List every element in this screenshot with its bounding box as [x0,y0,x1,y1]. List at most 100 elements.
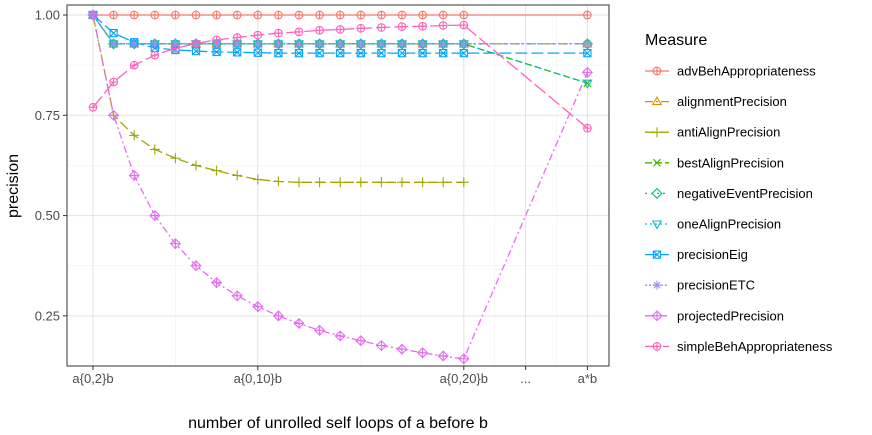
data-point [232,10,242,20]
plot-panel [66,4,610,367]
data-point [150,50,160,60]
data-point [418,10,427,20]
data-point [171,10,180,20]
data-point [459,20,469,30]
data-point [109,77,118,87]
data-point [315,39,325,49]
legend-label: advBehAppropriateness [677,64,816,79]
data-point [191,160,201,171]
legend: Measure advBehAppropriateness alignmentPr… [645,32,833,354]
data-point [109,28,118,38]
data-point [88,102,98,112]
legend-label: precisionEig [677,247,748,262]
data-point [212,10,221,20]
data-point [438,39,448,49]
data-point [314,177,325,188]
series-advBehAppropriateness [88,10,592,20]
y-tick-label: 0.50 [35,208,60,223]
legend-key-marker [652,250,662,259]
legend-item: simpleBehAppropriateness [645,339,833,354]
data-point [170,153,181,164]
data-point [376,39,386,49]
legend-label: simpleBehAppropriateness [677,339,833,354]
data-point [583,79,592,88]
data-point [190,260,202,272]
series-precisionETC [88,10,592,49]
data-point [418,48,427,58]
data-point [315,25,324,35]
data-point [334,330,346,342]
data-point [356,39,366,49]
data-point [437,350,449,362]
data-point [232,170,243,181]
series-simpleBehAppropriateness [88,20,592,133]
legend-item: antiAlignPrecision [645,125,780,140]
series-line [92,14,588,360]
data-point [109,39,119,49]
legend-item: precisionEig [645,247,748,262]
data-point [583,123,592,133]
data-point [459,10,469,20]
legend-key-marker [651,187,663,199]
data-point [355,177,366,188]
data-point [356,48,365,58]
data-point [418,39,428,49]
legend-label: negativeEventPrecision [677,186,813,201]
series-layer [87,9,593,365]
data-point [108,109,120,121]
legend-key-marker [652,342,662,351]
data-point [375,339,387,352]
data-point [253,39,263,49]
data-point [129,130,140,141]
y-tick-label: 0.25 [35,308,60,323]
data-point [252,301,264,313]
data-point [128,169,140,182]
data-point [129,60,139,70]
data-point [583,10,592,20]
data-point [294,10,304,20]
data-point [438,10,448,20]
data-point [129,39,139,49]
data-point [355,335,367,347]
x-tick-label: a{0,2}b [72,371,113,386]
legend-item: bestAlignPrecision [645,155,784,170]
x-axis-title: number of unrolled self loops of a befor… [188,415,488,432]
data-point [377,10,386,20]
data-point [397,48,407,58]
data-point [417,347,429,359]
data-point [253,30,263,40]
data-point [169,238,181,250]
data-point [397,39,407,49]
data-point [171,43,180,53]
data-point [377,48,386,58]
legend-label: precisionETC [677,278,755,293]
x-tick-label: a*b [578,371,598,386]
data-point [253,10,263,20]
data-point [191,39,201,48]
legend-label: projectedPrecision [677,308,784,323]
data-point [149,144,160,155]
data-point [149,210,161,222]
data-point [294,27,304,37]
data-point [583,48,592,58]
data-point [335,25,345,34]
data-point [150,10,160,20]
legend-item: advBehAppropriateness [645,64,816,79]
data-point [231,290,243,302]
legend-item: projectedPrecision [645,308,784,323]
legend-title: Measure [645,32,707,49]
legend-item: alignmentPrecision [645,94,787,109]
series-precisionEig [88,10,592,58]
data-point [335,177,346,188]
data-point [109,10,118,20]
data-point [356,23,366,33]
x-tick-label: a{0,10}b [234,371,282,386]
legend-key-marker [652,127,662,138]
data-point [252,174,263,185]
data-point [315,48,324,58]
data-point [129,10,139,20]
data-point [294,39,304,49]
data-point [335,39,345,49]
data-point [396,343,408,355]
